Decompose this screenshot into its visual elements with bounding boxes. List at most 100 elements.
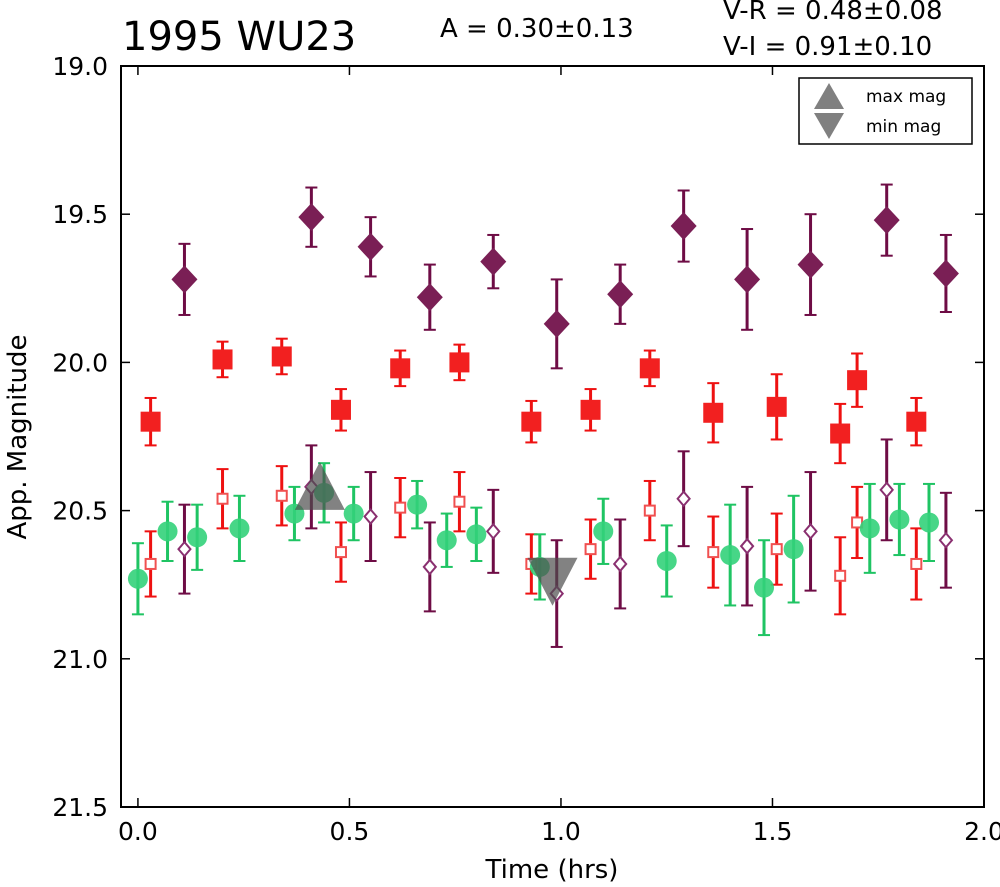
y-tick-label: 21.0 [52,645,108,674]
data-point [330,388,351,432]
open-square-marker [144,557,157,570]
circle-marker [783,539,804,560]
diamond-marker [734,265,761,294]
data-point [910,527,923,601]
data-point [580,388,601,432]
diamond-marker [670,212,697,241]
square-marker [906,411,927,432]
v-i-annotation: V-I = 0.91±0.10 [723,32,933,62]
square-marker [390,358,411,379]
open-square-marker [216,492,229,505]
square-marker [521,411,542,432]
data-point [343,485,364,542]
open-square-marker [584,543,597,556]
x-tick-label: 2.0 [964,817,1000,846]
circle-marker [593,521,614,542]
data-point [140,396,161,447]
v-r-annotation: V-R = 0.48±0.08 [723,0,943,26]
chart-marks [127,183,959,648]
data-point [144,530,157,598]
open-square-marker [334,546,347,559]
circle-marker [407,494,428,515]
data-point [873,183,900,257]
open-square-marker [910,557,923,570]
data-point [830,402,851,465]
open-diamond-marker [803,522,818,540]
legend-label-max-mag: max mag [866,87,946,107]
data-point [466,506,487,562]
diamond-marker [873,206,900,235]
data-point [851,485,864,560]
open-diamond-marker [879,481,895,499]
data-point [938,491,954,589]
min-mag-marker [527,557,578,606]
data-point [480,233,507,290]
diamond-marker [797,250,824,279]
circle-marker [466,524,487,545]
axis-ticks: 0.0 0.5 1.0 1.5 2.0 19.0 19.5 20.0 20.5 21.0 21.5 [52,52,1000,846]
circle-marker [127,568,148,589]
data-point [334,521,347,583]
square-marker [639,358,660,379]
x-tick-label: 0.0 [118,817,158,846]
square-marker [703,402,724,423]
data-point [453,471,466,533]
data-point [543,278,570,370]
chart-title: 1995 WU23 [122,14,357,60]
data-point [187,503,208,571]
data-point [803,471,818,592]
open-diamond-marker [363,507,378,526]
data-point [422,521,438,613]
open-square-marker [707,546,720,559]
circle-marker [859,518,880,539]
data-point [834,536,847,616]
data-point [127,542,148,616]
open-square-marker [770,543,783,556]
diamond-marker [480,247,507,276]
data-point [390,349,411,388]
diamond-marker [357,232,384,261]
open-diamond-marker [938,531,954,549]
y-tick-label: 19.0 [52,52,108,81]
data-point [407,479,428,530]
square-marker [212,349,233,370]
x-axis-label: Time (hrs) [485,855,619,885]
legend-min-mag-icon [814,113,844,139]
data-point [485,488,501,574]
max-mag-marker [294,461,345,510]
circle-marker [720,545,741,566]
circle-marker [656,550,677,571]
x-tick-label: 1.0 [541,817,581,846]
open-diamond-marker [612,555,628,573]
circle-marker [157,521,178,542]
circle-marker [187,527,208,548]
data-point [639,349,660,388]
data-point [739,485,755,607]
open-diamond-marker [177,540,192,558]
data-point [607,263,634,325]
data-point [766,373,787,441]
data-point [676,450,691,548]
data-point [720,503,741,607]
square-marker [140,411,161,432]
data-point [171,242,198,316]
data-point [643,479,656,542]
diamond-marker [607,280,634,309]
data-point [436,512,457,568]
data-point [216,468,229,530]
open-square-marker [394,501,407,514]
diamond-marker [416,283,443,312]
data-point [797,213,824,316]
data-point [298,186,325,248]
open-square-marker [453,495,466,508]
data-point [879,438,895,542]
plot-frame [120,65,985,808]
data-point [357,216,384,278]
circle-marker [919,512,940,533]
data-point [847,352,868,408]
data-point [363,471,378,562]
data-point [859,482,880,574]
y-axis-label: App. Magnitude [3,334,33,539]
legend: max mag min mag [798,77,973,145]
